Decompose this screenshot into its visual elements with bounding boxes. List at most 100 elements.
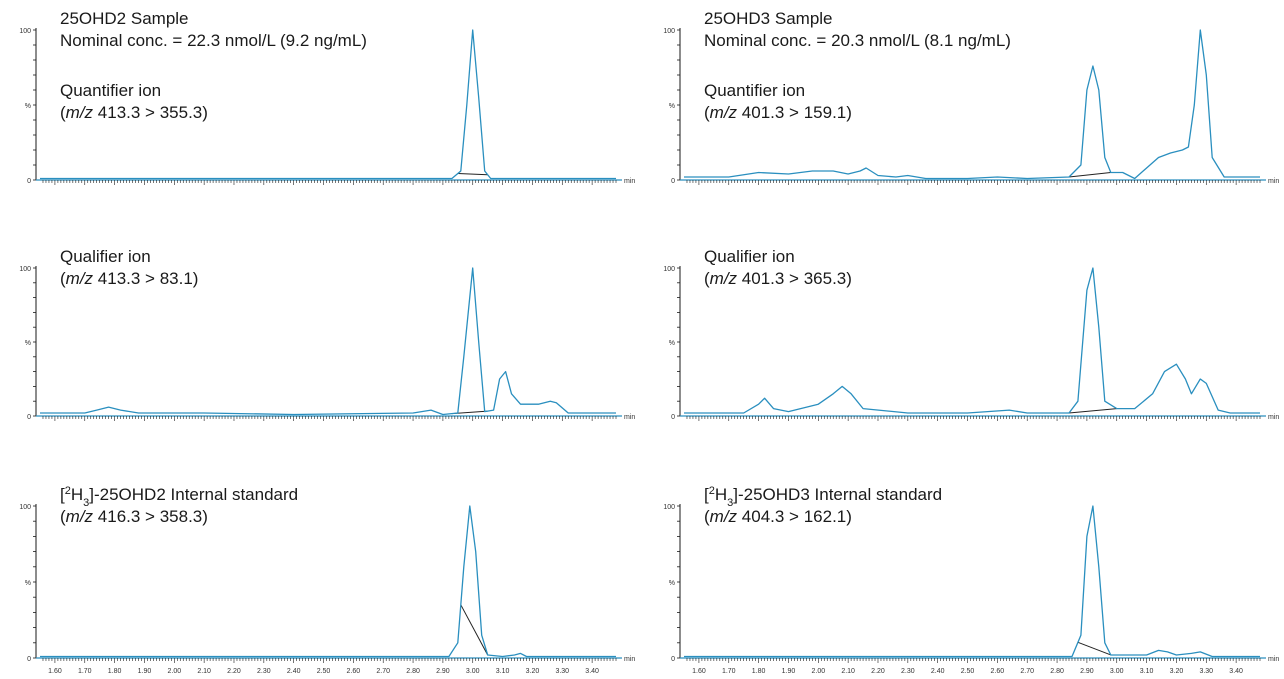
chromatogram-trace [40, 29, 616, 180]
panel-title-part-text: Qualifier ion [60, 247, 151, 266]
chromatogram-panel-6: 100% 0 min 1.60 1.70 1.80 1.90 2.00 2.10 2.20 2.30… [663, 485, 1279, 675]
integration-baseline [1077, 641, 1111, 656]
transition-value: 401.3 > 159.1) [737, 103, 852, 122]
chromatogram-trace [684, 505, 1260, 658]
x-tick-label: 2.30 [257, 668, 271, 675]
x-tick-label: 2.90 [436, 668, 450, 675]
panel-title: Qualifier ion [60, 247, 151, 266]
x-tick-label: 2.40 [287, 668, 301, 675]
y-tick-label-0: 0 [671, 414, 675, 421]
panel-title: 25OHD3 Sample [704, 9, 833, 28]
x-tick-label: 2.00 [167, 668, 181, 675]
transition-value: 401.3 > 365.3) [737, 269, 852, 288]
transition-prefix: ( [704, 507, 710, 526]
transition-value: 404.3 > 162.1) [737, 507, 852, 526]
y-tick-label-100: 100 [663, 504, 675, 511]
chromatogram-panel-1: 100% 0 min 25OHD2 Sample Nominal conc. = 22.… [19, 9, 635, 185]
panel-title-part-superscript: 2 [65, 485, 71, 497]
y-tick-label-100: 100 [19, 504, 31, 511]
x-tick-label: 2.30 [901, 668, 915, 675]
x-axis-unit: min [624, 656, 635, 663]
y-tick-label-0: 0 [671, 656, 675, 663]
x-tick-label: 2.20 [227, 668, 241, 675]
transition-mz: m/z [66, 269, 94, 288]
integration-baseline [457, 173, 488, 176]
chromatogram-trace [684, 29, 1260, 180]
x-tick-label: 1.90 [138, 668, 152, 675]
transition-value: 416.3 > 358.3) [93, 507, 208, 526]
transition-label: (m/z 413.3 > 355.3) [60, 103, 208, 122]
x-tick-label: 3.30 [555, 668, 569, 675]
chromatogram-panel-5: 100% 0 min 1.60 1.70 1.80 1.90 2.00 2.10 2.20 2.30… [19, 485, 635, 675]
y-tick-label-0: 0 [27, 656, 31, 663]
transition-label: (m/z 401.3 > 365.3) [704, 269, 852, 288]
x-axis-unit: min [624, 178, 635, 185]
transition-prefix: ( [704, 103, 710, 122]
x-tick-label: 2.10 [841, 668, 855, 675]
panel-title-part-text: 25OHD3 Sample [704, 9, 833, 28]
transition-value: 413.3 > 83.1) [93, 269, 198, 288]
transition-prefix: ( [60, 269, 66, 288]
panel-title-part-text: Qualifier ion [704, 247, 795, 266]
transition-mz: m/z [710, 269, 738, 288]
x-tick-label: 3.30 [1199, 668, 1213, 675]
y-axis-label: % [25, 580, 31, 587]
x-tick-label: 3.20 [1170, 668, 1184, 675]
x-axis-unit: min [1268, 178, 1279, 185]
x-axis-unit: min [1268, 656, 1279, 663]
y-axis-label: % [25, 340, 31, 347]
y-axis-label: % [669, 580, 675, 587]
panel-title-part-element: H [715, 485, 727, 504]
chromatogram-panel-2: 100% 0 min 25OHD3 Sample Nominal conc. = 20.… [663, 9, 1279, 185]
chromatogram-trace [684, 267, 1260, 414]
panel-title-part-element: H [71, 485, 83, 504]
x-tick-label: 2.80 [1050, 668, 1064, 675]
ion-label: Quantifier ion [704, 81, 805, 100]
panel-title-part-subscript: 3 [83, 497, 89, 509]
x-axis-unit: min [624, 414, 635, 421]
x-tick-label: 3.40 [1229, 668, 1243, 675]
panel-title-part-bracket-open: [ [704, 485, 709, 504]
ion-label: Quantifier ion [60, 81, 161, 100]
panel-title: [2H3]-25OHD2 Internal standard [60, 485, 298, 509]
panel-title: [2H3]-25OHD3 Internal standard [704, 485, 942, 509]
transition-label: (m/z 404.3 > 162.1) [704, 507, 852, 526]
panel-title-part-subscript: 3 [727, 497, 733, 509]
y-tick-label-100: 100 [663, 266, 675, 273]
x-tick-label: 1.60 [48, 668, 62, 675]
x-tick-label: 2.40 [931, 668, 945, 675]
y-tick-label-0: 0 [671, 178, 675, 185]
y-tick-label-100: 100 [663, 28, 675, 35]
panel-title-part-rest: ]-25OHD3 Internal standard [733, 485, 942, 504]
x-tick-label: 1.70 [722, 668, 736, 675]
transition-prefix: ( [704, 269, 710, 288]
panel-title: 25OHD2 Sample [60, 9, 189, 28]
x-tick-label: 3.00 [1110, 668, 1124, 675]
panel-subtitle: Nominal conc. = 22.3 nmol/L (9.2 ng/mL) [60, 31, 367, 50]
transition-label: (m/z 416.3 > 358.3) [60, 507, 208, 526]
x-tick-label: 3.00 [466, 668, 480, 675]
x-tick-label: 1.60 [692, 668, 706, 675]
panel-title-part-bracket-open: [ [60, 485, 65, 504]
x-tick-label: 2.10 [197, 668, 211, 675]
x-tick-label: 2.90 [1080, 668, 1094, 675]
panel-subtitle: Nominal conc. = 20.3 nmol/L (8.1 ng/mL) [704, 31, 1011, 50]
x-tick-label: 2.60 [991, 668, 1005, 675]
x-tick-label: 1.80 [752, 668, 766, 675]
transition-mz: m/z [710, 103, 738, 122]
chromatogram-trace [40, 267, 616, 416]
transition-mz: m/z [710, 507, 738, 526]
x-tick-label: 3.20 [526, 668, 540, 675]
y-axis-label: % [669, 340, 675, 347]
x-tick-label: 1.80 [108, 668, 122, 675]
transition-label: (m/z 413.3 > 83.1) [60, 269, 198, 288]
integration-baseline [1068, 172, 1111, 178]
y-tick-label-100: 100 [19, 28, 31, 35]
integration-baseline [460, 604, 489, 656]
transition-value: 413.3 > 355.3) [93, 103, 208, 122]
x-tick-label: 3.10 [1140, 668, 1154, 675]
panel-title-part-superscript: 2 [709, 485, 715, 497]
x-tick-label: 2.50 [317, 668, 331, 675]
x-tick-label: 2.00 [811, 668, 825, 675]
